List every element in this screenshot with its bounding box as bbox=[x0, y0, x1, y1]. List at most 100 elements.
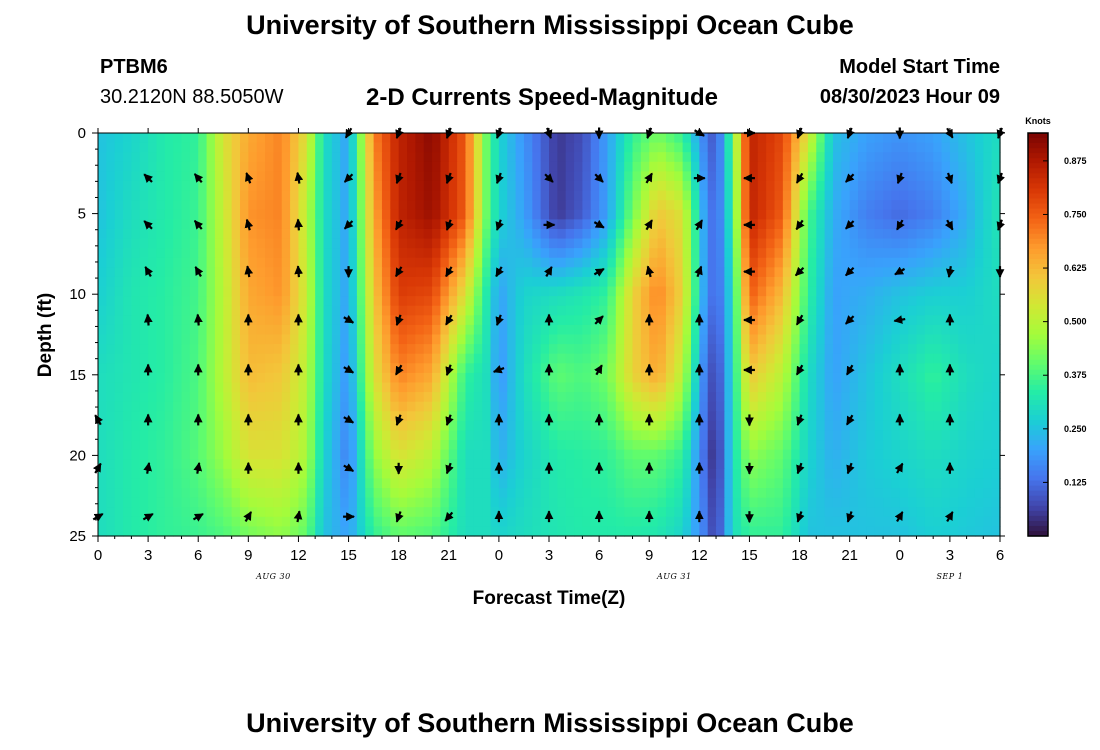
heatmap-cell bbox=[757, 152, 767, 163]
heatmap-cell bbox=[423, 180, 433, 192]
heatmap-cell bbox=[173, 257, 183, 268]
heatmap-cell bbox=[732, 353, 742, 364]
current-vector-arrow bbox=[294, 171, 304, 184]
heatmap-cell bbox=[649, 315, 659, 326]
heatmap-cell bbox=[123, 497, 133, 508]
heatmap-cell bbox=[231, 420, 241, 432]
heatmap-cell bbox=[265, 459, 274, 470]
heatmap-cell bbox=[331, 296, 341, 307]
heatmap-cell bbox=[974, 411, 984, 422]
heatmap-cell bbox=[674, 133, 684, 144]
heatmap-cell bbox=[432, 248, 442, 259]
heatmap-cell bbox=[908, 180, 918, 192]
heatmap-cell bbox=[624, 133, 634, 144]
heatmap-cell bbox=[949, 478, 959, 489]
heatmap-cell bbox=[858, 411, 867, 422]
heatmap-cell bbox=[273, 267, 283, 278]
heatmap-cell bbox=[323, 200, 333, 211]
heatmap-cell bbox=[549, 315, 558, 326]
heatmap-cell bbox=[515, 344, 525, 355]
heatmap-cell bbox=[206, 324, 216, 336]
heatmap-cell bbox=[949, 516, 959, 528]
heatmap-cell bbox=[148, 478, 158, 489]
heatmap-cell bbox=[824, 133, 834, 144]
heatmap-cell bbox=[340, 353, 350, 364]
heatmap-cell bbox=[741, 248, 751, 259]
heatmap-cell bbox=[874, 248, 884, 259]
heatmap-cell bbox=[457, 507, 467, 518]
colorbar-segment bbox=[1028, 415, 1048, 421]
heatmap-cell bbox=[866, 238, 876, 249]
heatmap-cell bbox=[415, 305, 425, 316]
heatmap-cell bbox=[415, 190, 425, 201]
heatmap-cell bbox=[164, 507, 174, 518]
heatmap-cell bbox=[858, 133, 867, 144]
current-vector-arrow bbox=[944, 172, 954, 185]
heatmap-cell bbox=[198, 478, 208, 489]
heatmap-cell bbox=[807, 526, 817, 537]
heatmap-cell bbox=[114, 430, 124, 441]
heatmap-cell bbox=[256, 449, 266, 460]
heatmap-cell bbox=[615, 286, 625, 297]
heatmap-cell bbox=[832, 152, 842, 163]
heatmap-cell bbox=[540, 209, 550, 220]
heatmap-cell bbox=[958, 267, 968, 278]
heatmap-cell bbox=[891, 468, 901, 480]
heatmap-cell bbox=[983, 497, 993, 508]
heatmap-cell bbox=[256, 526, 266, 537]
heatmap-cell bbox=[473, 497, 483, 508]
heatmap-cell bbox=[916, 200, 926, 211]
heatmap-cell bbox=[874, 401, 884, 412]
heatmap-cell bbox=[273, 440, 283, 451]
heatmap-cell bbox=[123, 372, 133, 384]
heatmap-cell bbox=[223, 497, 233, 508]
heatmap-cell bbox=[223, 401, 233, 412]
heatmap-cell bbox=[599, 420, 609, 432]
heatmap-cell bbox=[415, 430, 425, 441]
colorbar-segment bbox=[1028, 193, 1048, 200]
heatmap-cell bbox=[256, 133, 266, 144]
heatmap-cell bbox=[807, 430, 817, 441]
heatmap-cell bbox=[799, 468, 809, 480]
heatmap-cell bbox=[440, 449, 450, 460]
heatmap-cell bbox=[615, 430, 625, 441]
heatmap-cell bbox=[390, 420, 400, 432]
heatmap-cell bbox=[323, 180, 333, 192]
heatmap-cell bbox=[791, 372, 801, 384]
station-id: PTBM6 bbox=[100, 56, 168, 78]
heatmap-cell bbox=[315, 305, 325, 316]
heatmap-cell bbox=[123, 401, 133, 412]
heatmap-cell bbox=[983, 209, 993, 220]
heatmap-cell bbox=[958, 372, 968, 384]
heatmap-cell bbox=[807, 382, 817, 393]
heatmap-cell bbox=[523, 516, 533, 528]
heatmap-cell bbox=[899, 497, 909, 508]
heatmap-cell bbox=[549, 161, 558, 172]
heatmap-cell bbox=[640, 209, 650, 220]
heatmap-cell bbox=[373, 276, 383, 288]
heatmap-cell bbox=[874, 296, 884, 307]
heatmap-cell bbox=[640, 478, 650, 489]
heatmap-cell bbox=[883, 180, 893, 192]
heatmap-cell bbox=[381, 305, 391, 316]
heatmap-cell bbox=[114, 142, 124, 153]
heatmap-cell bbox=[523, 507, 533, 518]
heatmap-cell bbox=[448, 497, 458, 508]
heatmap-cell bbox=[841, 200, 851, 211]
heatmap-cell bbox=[933, 190, 943, 201]
heatmap-cell bbox=[824, 267, 834, 278]
heatmap-cell bbox=[265, 344, 274, 355]
heatmap-cell bbox=[206, 344, 216, 355]
heatmap-cell bbox=[164, 161, 174, 172]
heatmap-cell bbox=[340, 324, 350, 336]
heatmap-cell bbox=[958, 420, 968, 432]
heatmap-cell bbox=[866, 516, 876, 528]
date-label: AUG 30 bbox=[255, 572, 291, 581]
heatmap-cell bbox=[523, 238, 533, 249]
heatmap-cell bbox=[891, 401, 901, 412]
colorbar-segment bbox=[1028, 314, 1048, 320]
heatmap-cell bbox=[757, 440, 767, 451]
heatmap-cell bbox=[565, 315, 575, 326]
heatmap-cell bbox=[523, 133, 533, 144]
heatmap-cell bbox=[523, 324, 533, 336]
